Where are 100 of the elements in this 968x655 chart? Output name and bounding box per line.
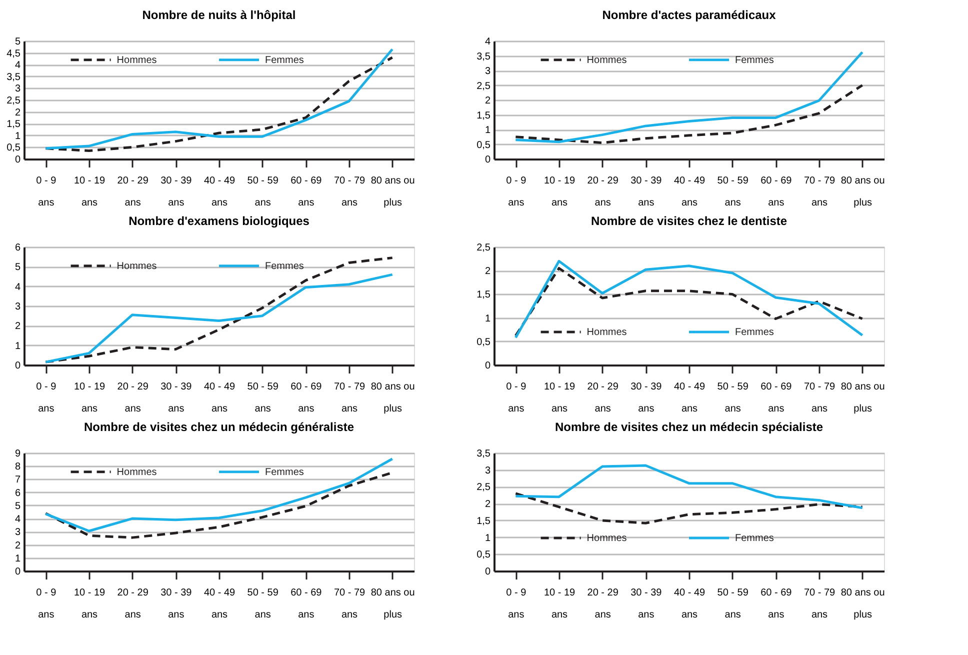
x-tick-label: 60 - 69 ans — [290, 176, 322, 208]
y-tick-label: 3 — [14, 84, 21, 95]
y-tick-label: 2 — [484, 499, 491, 510]
chart-title: Nombre de visites chez un médecin spécialiste — [554, 420, 824, 434]
x-tick-label: 80 ans ou plus — [840, 382, 885, 414]
x-tick-label: 30 - 39 ans — [630, 176, 662, 208]
y-tick-label: 2 — [14, 321, 21, 332]
x-tick-label: 0 - 9 ans — [506, 176, 527, 208]
x-tick-label: 60 - 69 ans — [290, 588, 322, 620]
x-tick-label: 50 - 59 ans — [717, 176, 749, 208]
legend-label: Hommes — [116, 260, 157, 272]
y-tick-label: 3,5 — [476, 448, 491, 460]
x-tick-label: 20 - 29 ans — [117, 176, 149, 208]
legend-label: Hommes — [116, 466, 157, 478]
legend-label: Hommes — [116, 54, 157, 66]
y-tick-label: 4,5 — [6, 48, 21, 60]
x-tick-label: 50 - 59 ans — [717, 588, 749, 620]
line-series — [44, 273, 394, 364]
x-tick-label: 70 - 79 ans — [804, 176, 836, 208]
line-series — [514, 464, 864, 510]
y-tick-label: 0 — [484, 360, 491, 372]
y-tick-label: 0 — [484, 566, 491, 578]
x-tick-label: 10 - 19 ans — [74, 588, 106, 620]
x-tick-label: 50 - 59 ans — [247, 382, 279, 414]
x-tick-label: 70 - 79 ans — [334, 176, 366, 208]
x-tick-label: 80 ans ou plus — [370, 588, 415, 620]
legend-label: Femmes — [735, 54, 774, 66]
y-tick-label: 0,5 — [6, 142, 21, 154]
legend-label: Hommes — [586, 326, 627, 338]
x-tick-label: 10 - 19 ans — [74, 176, 106, 208]
x-tick-label: 10 - 19 ans — [74, 382, 106, 414]
y-tick-label: 5 — [14, 36, 21, 48]
y-tick-label: 1,5 — [476, 110, 491, 122]
legend-label: Femmes — [265, 260, 304, 272]
chart-title: Nombre de nuits à l'hôpital — [142, 8, 296, 22]
chart-title: Nombre de visites chez un médecin généraliste — [84, 420, 354, 434]
x-tick-label: 30 - 39 ans — [160, 176, 192, 208]
y-tick-label: 6 — [14, 488, 21, 499]
y-tick-label: 2 — [484, 266, 491, 278]
x-tick-label: 20 - 29 ans — [117, 588, 149, 620]
line-series — [514, 50, 864, 144]
line-series — [514, 84, 864, 144]
legend-label: Femmes — [735, 326, 774, 338]
x-tick-label: 30 - 39 ans — [160, 588, 192, 620]
line-series — [44, 458, 394, 532]
y-tick-label: 3 — [14, 527, 21, 538]
x-tick-label: 50 - 59 ans — [717, 382, 749, 414]
y-tick-label: 3 — [484, 66, 491, 77]
chart-title: Nombre de visites chez le dentiste — [590, 214, 788, 228]
y-tick-label: 0,5 — [476, 336, 491, 348]
y-tick-label: 4 — [484, 36, 491, 48]
x-tick-label: 10 - 19 ans — [544, 382, 576, 414]
y-tick-label: 1 — [484, 532, 491, 544]
x-tick-label: 60 - 69 ans — [290, 382, 322, 414]
x-tick-label: 10 - 19 ans — [544, 176, 576, 208]
x-tick-label: 30 - 39 ans — [160, 382, 192, 414]
y-tick-label: 2,5 — [6, 96, 21, 106]
x-tick-label: 30 - 39 ans — [630, 588, 662, 620]
y-tick-label: 9 — [14, 448, 21, 460]
x-tick-label: 20 - 29 ans — [587, 382, 619, 414]
y-tick-label: 0 — [14, 566, 21, 578]
x-tick-label: 70 - 79 ans — [804, 382, 836, 414]
y-tick-label: 7 — [14, 474, 21, 486]
y-tick-label: 1,5 — [6, 119, 21, 130]
y-tick-label: 1 — [14, 340, 21, 352]
chart-title: Nombre d'actes paramédicaux — [602, 8, 776, 22]
y-tick-label: 3,5 — [476, 51, 491, 62]
x-tick-label: 70 - 79 ans — [334, 588, 366, 620]
x-tick-label: 40 - 49 ans — [674, 176, 706, 208]
x-tick-label: 40 - 49 ans — [204, 176, 236, 208]
legend-label: Femmes — [265, 54, 304, 66]
y-tick-label: 4 — [14, 282, 21, 293]
x-tick-label: 40 - 49 ans — [674, 588, 706, 620]
y-tick-label: 3 — [14, 302, 21, 312]
x-tick-label: 40 - 49 ans — [674, 382, 706, 414]
x-tick-label: 80 ans ou plus — [370, 382, 415, 414]
y-tick-label: 4 — [14, 514, 21, 526]
y-tick-label: 2 — [484, 96, 491, 106]
y-tick-label: 0,5 — [476, 550, 491, 561]
y-tick-label: 2,5 — [476, 482, 491, 494]
x-tick-label: 80 ans ou plus — [840, 588, 885, 620]
x-tick-label: 70 - 79 ans — [334, 382, 366, 414]
y-tick-label: 2 — [14, 540, 21, 552]
y-tick-label: 1 — [14, 130, 21, 142]
y-tick-label: 1,5 — [476, 290, 491, 301]
x-tick-label: 0 - 9 ans — [506, 588, 527, 620]
x-tick-label: 30 - 39 ans — [630, 382, 662, 414]
x-tick-label: 20 - 29 ans — [587, 588, 619, 620]
line-series — [514, 492, 864, 524]
y-tick-label: 0,5 — [476, 140, 491, 151]
y-tick-label: 2 — [14, 107, 21, 118]
x-tick-label: 50 - 59 ans — [247, 176, 279, 208]
y-tick-label: 3,5 — [6, 72, 21, 83]
y-tick-label: 2,5 — [476, 242, 491, 254]
x-tick-label: 50 - 59 ans — [247, 588, 279, 620]
y-tick-label: 5 — [14, 262, 21, 274]
y-tick-label: 6 — [14, 242, 21, 254]
x-tick-label: 10 - 19 ans — [544, 588, 576, 620]
x-tick-label: 20 - 29 ans — [117, 382, 149, 414]
legend-label: Hommes — [586, 54, 627, 66]
